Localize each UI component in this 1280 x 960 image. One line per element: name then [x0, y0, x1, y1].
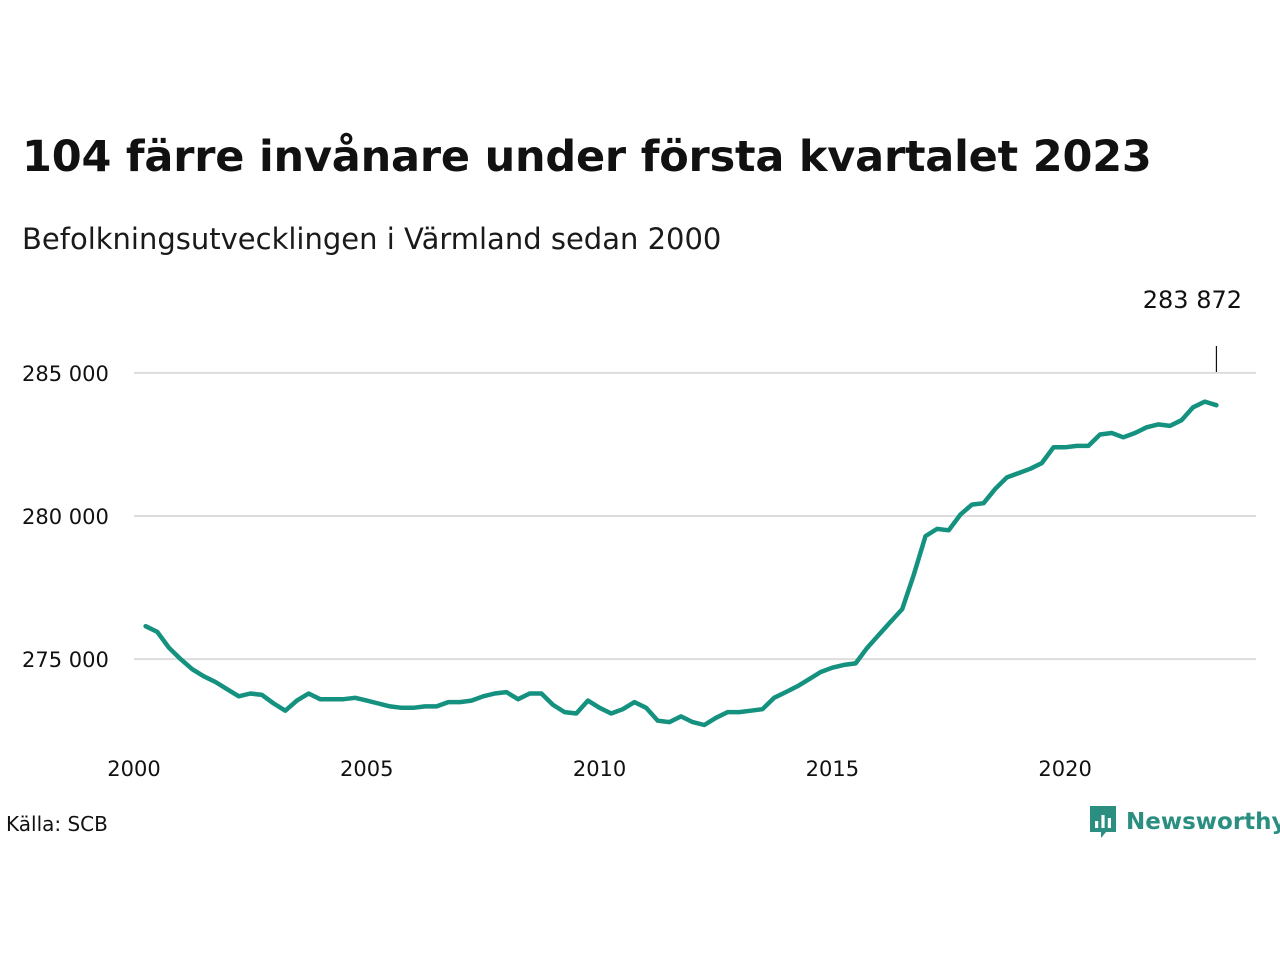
y-tick-label: 285 000	[22, 362, 109, 386]
grid-lines	[134, 371, 1256, 661]
end-value-label: 283 872	[1143, 286, 1242, 314]
chart-subtitle: Befolkningsutvecklingen i Värmland sedan…	[22, 222, 722, 256]
y-tick-label: 280 000	[22, 505, 109, 529]
y-axis-labels: 275 000 280 000 285 000	[22, 362, 109, 672]
newsworthy-logo-icon	[1090, 806, 1116, 838]
source-note: Källa: SCB	[6, 812, 108, 836]
x-tick-label: 2005	[340, 757, 393, 781]
y-tick-label: 275 000	[22, 648, 109, 672]
brand-logo: Newsworthy	[1088, 804, 1280, 840]
x-axis-labels: 2000 2005 2010 2015 2020	[107, 757, 1092, 781]
brand-name: Newsworthy	[1126, 809, 1280, 835]
x-tick-label: 2015	[806, 757, 859, 781]
end-annotation: 283 872	[1143, 286, 1242, 372]
population-line	[143, 399, 1219, 728]
x-tick-label: 2000	[107, 757, 160, 781]
chart-title: 104 färre invånare under första kvartale…	[22, 132, 1152, 182]
x-tick-label: 2020	[1038, 757, 1091, 781]
x-tick-label: 2010	[573, 757, 626, 781]
series-layer	[143, 399, 1219, 728]
